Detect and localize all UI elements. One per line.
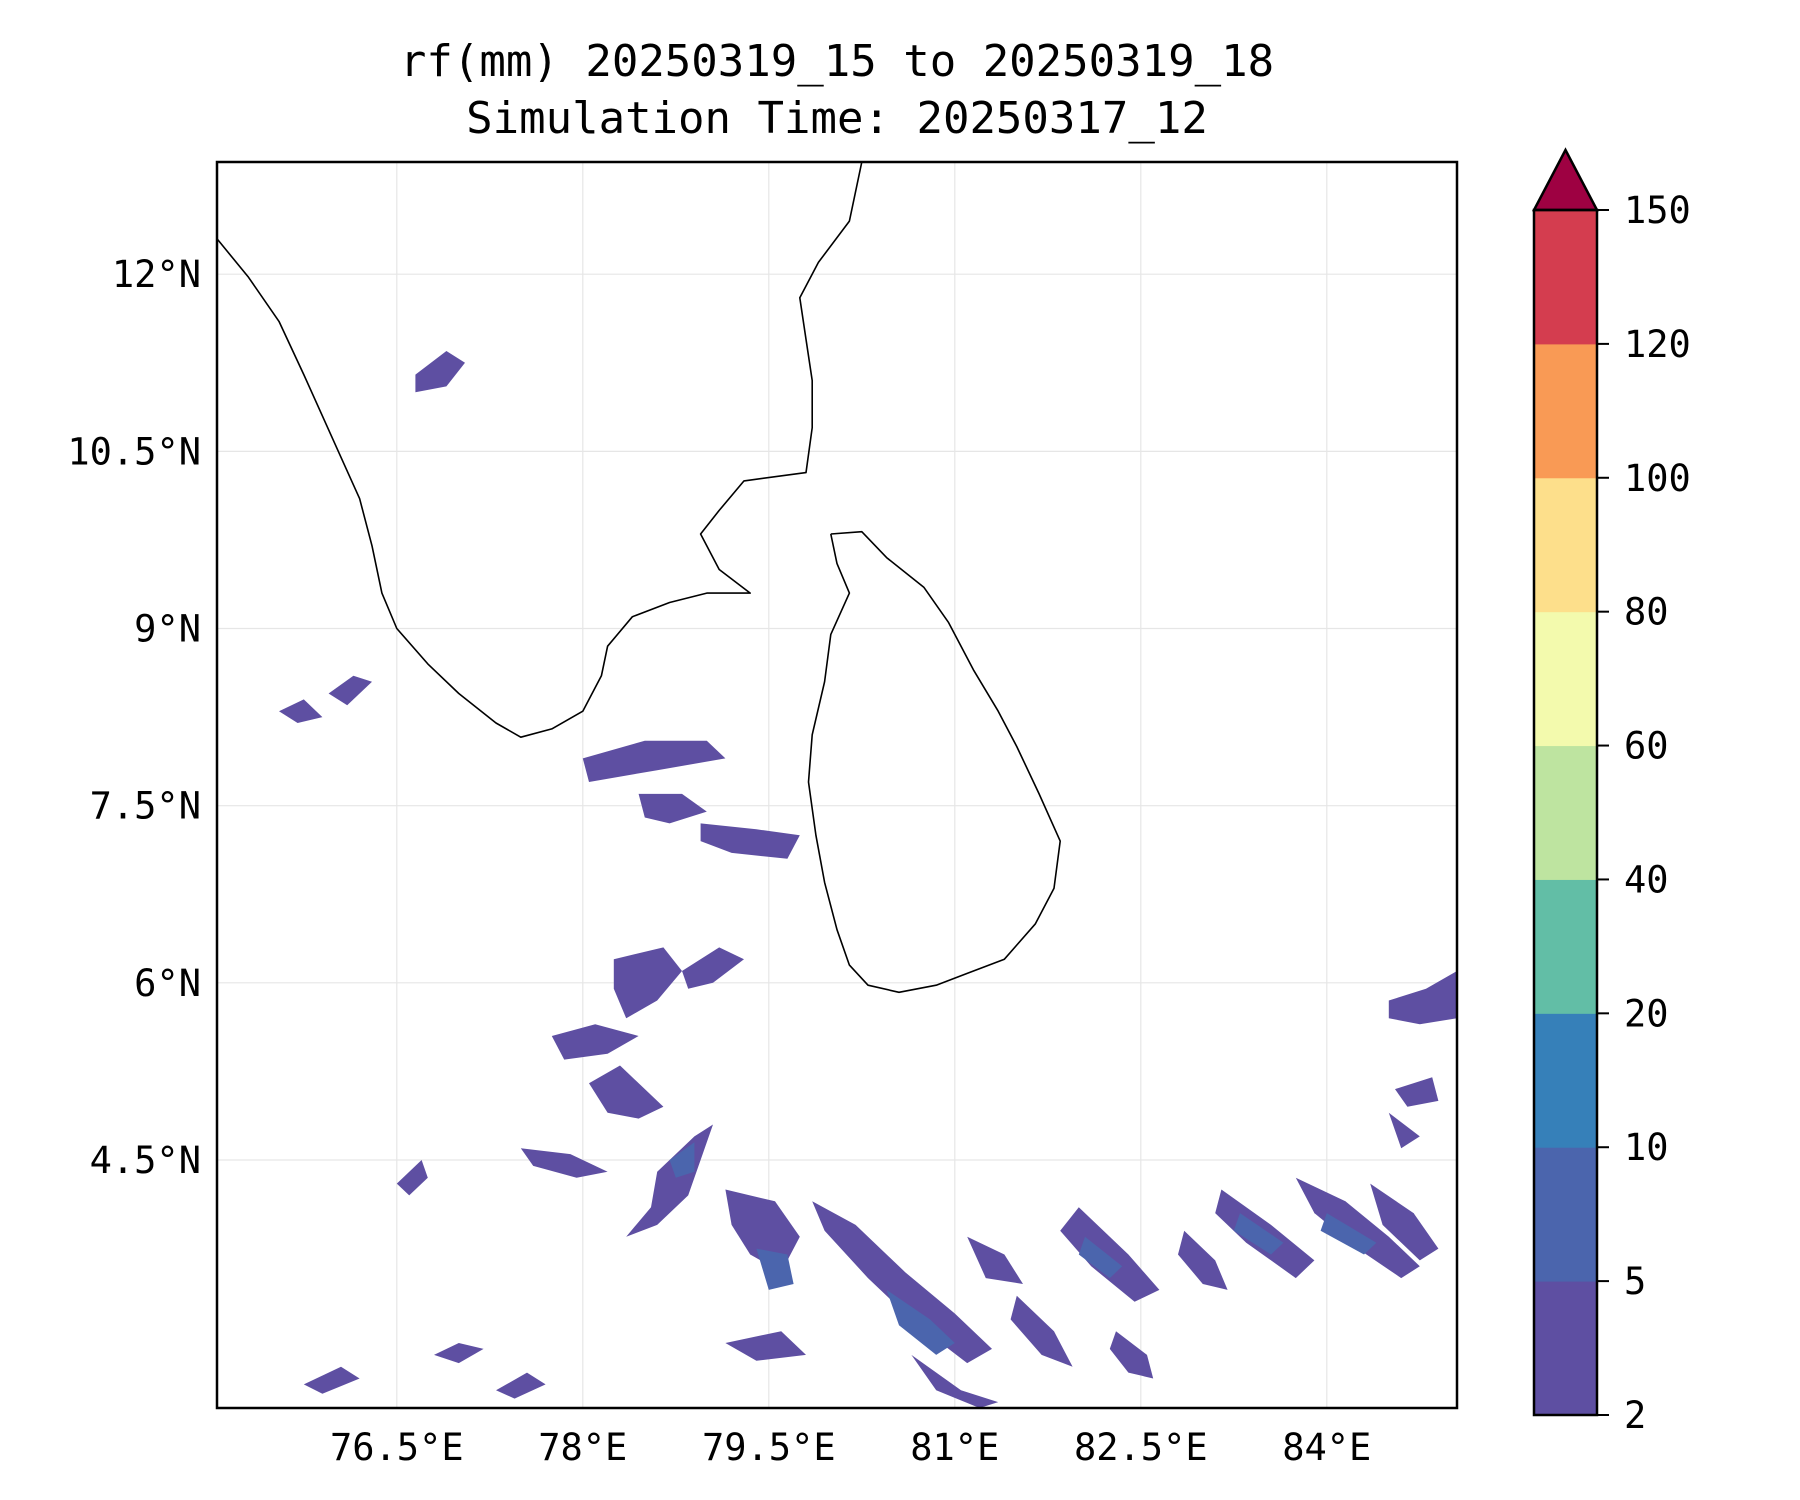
colorbar-tick-label: 150 (1624, 189, 1691, 232)
colorbar-segment (1534, 1147, 1597, 1282)
lon-tick-label: 81°E (910, 1426, 999, 1469)
colorbar-segment (1534, 879, 1597, 1014)
rain-cell (1109, 1331, 1154, 1379)
chart-title-line1: rf(mm) 20250319_15 to 20250319_18 (400, 36, 1274, 87)
lat-tick-label: 7.5°N (90, 785, 201, 828)
colorbar-extend-arrow (1531, 147, 1600, 212)
colorbar-segment (1534, 477, 1597, 613)
rain-cell (725, 1331, 806, 1361)
coastline-india (217, 162, 863, 739)
rain-cell (589, 1065, 664, 1119)
colorbar-tick-label: 80 (1624, 591, 1669, 634)
colorbar-tick-label: 100 (1624, 457, 1691, 500)
lon-tick-label: 76.5°E (330, 1426, 464, 1469)
chart-title-line2: Simulation Time: 20250317_12 (466, 93, 1208, 144)
rain-cell (520, 1148, 608, 1178)
rain-cell (1060, 1207, 1160, 1302)
lon-tick-label: 84°E (1282, 1426, 1371, 1469)
rain-cell (756, 1248, 794, 1290)
rain-cell (279, 699, 323, 723)
colorbar-tick-label: 20 (1624, 992, 1669, 1035)
rain-cell (638, 793, 707, 824)
gridlines (217, 162, 1457, 1408)
colorbar-tick-label: 2 (1624, 1394, 1646, 1437)
colorbar-tick-label: 120 (1624, 323, 1691, 366)
coastline-sri-lanka (807, 530, 1061, 994)
rain-cell (396, 1160, 428, 1196)
rain-cell (434, 1343, 484, 1364)
colorbar-segment (1534, 611, 1597, 747)
rain-cell (1395, 1077, 1439, 1107)
lat-tick-label: 4.5°N (90, 1139, 201, 1182)
rain-cell (1010, 1295, 1073, 1367)
colorbar-tick-label: 5 (1624, 1260, 1646, 1303)
rain-cell (725, 1189, 800, 1273)
lat-tick-label: 6°N (134, 962, 201, 1005)
rain-cell (967, 1236, 1023, 1284)
lat-tick-label: 9°N (134, 608, 201, 651)
colorbar: 2 5 10 20 40 60 80 100 120 150 (1531, 147, 1691, 1437)
colorbar-segment (1534, 343, 1597, 479)
rain-cell (328, 675, 372, 706)
rain-cell (886, 1289, 955, 1355)
colorbar-segment (1534, 745, 1597, 880)
rain-cell (682, 947, 744, 989)
rain-cell (415, 351, 465, 393)
rain-cell (669, 1142, 695, 1178)
rain-cell (1295, 1177, 1420, 1279)
rain-cell (1388, 1112, 1420, 1149)
rain-cell (1078, 1236, 1123, 1279)
rain-cell (582, 740, 726, 782)
rain-cell (1388, 971, 1457, 1025)
rain-cell (551, 1024, 639, 1060)
rain-cell (911, 1354, 999, 1408)
rain-cell (812, 1201, 992, 1364)
colorbar-tick-label: 10 (1624, 1126, 1669, 1169)
rain-cell (613, 947, 682, 1019)
colorbar-tick-label: 60 (1624, 725, 1669, 768)
colorbar-tick-label: 40 (1624, 858, 1669, 901)
lon-tick-label: 78°E (538, 1426, 627, 1469)
rain-cell (1178, 1230, 1228, 1290)
lon-tick-label: 82.5°E (1074, 1426, 1208, 1469)
map-axes: 12°N 10.5°N 9°N 7.5°N 6°N 4.5°N 76.5°E 78°E 79.5… (67, 253, 1371, 1469)
rain-cell (1320, 1213, 1377, 1255)
rainfall-field (279, 351, 1457, 1408)
colorbar-frame (1532, 208, 1599, 1417)
rain-cell (1370, 1183, 1439, 1261)
map-frame (215, 160, 1459, 1410)
colorbar-segment (1534, 1013, 1597, 1148)
colorbar-segment (1534, 210, 1597, 345)
coastlines (217, 162, 1061, 994)
rain-cell (303, 1366, 360, 1394)
rain-cell (700, 823, 800, 859)
lon-tick-label: 79.5°E (702, 1426, 836, 1469)
rain-cell (496, 1372, 546, 1399)
lat-tick-label: 10.5°N (67, 430, 201, 473)
rain-cell (1233, 1213, 1284, 1255)
colorbar-segment (1534, 1281, 1597, 1416)
lat-tick-label: 12°N (112, 253, 201, 296)
